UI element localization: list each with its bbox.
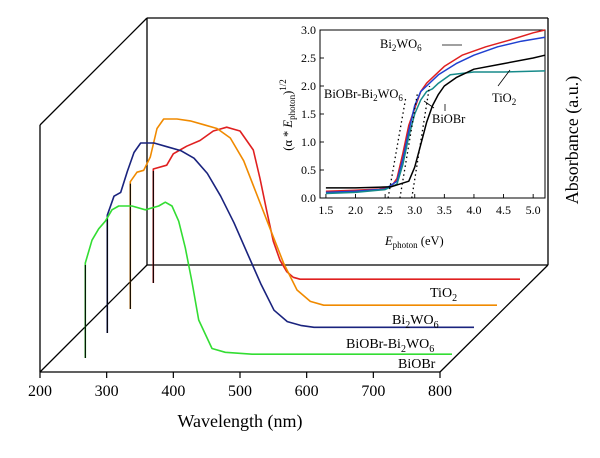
inset-y-tick-label: 1.5	[301, 107, 316, 121]
inset-y-tick-label: 2.5	[301, 51, 316, 65]
label-biobr: BiOBr	[398, 357, 436, 372]
inset-label-bi2wo6: Bi2WO6	[380, 37, 422, 53]
inset-label-tio2: TiO2	[492, 91, 516, 107]
x-axis-title: Wavelength (nm)	[177, 411, 302, 432]
x-ticks: 200 300 400 500 600 700 800	[28, 372, 452, 400]
series-traces	[84, 118, 520, 358]
series-trace-biobr-bi2wo6	[106, 142, 474, 333]
inset-label-biobr: BiOBr	[432, 112, 466, 126]
frame-3d	[39, 17, 549, 373]
series-trace-biobr	[84, 201, 452, 358]
inset-fit-line	[411, 85, 431, 199]
inset-y-title: (α * Ephoton)1/2	[278, 79, 297, 151]
x-tick-label: 400	[161, 383, 185, 400]
inset-frame	[319, 29, 546, 199]
inset-x-title: Ephoton (eV)	[384, 234, 444, 250]
inset-y-tick-label: 0.0	[301, 191, 316, 205]
frame-top-left-diag	[39, 17, 148, 126]
x-tick-label: 600	[295, 383, 319, 400]
frame-floor-right-diag	[439, 264, 549, 373]
y-axis-title: Absorbance (a.u.)	[562, 76, 583, 204]
inset-x-tick-label: 2.5	[378, 203, 393, 217]
inset-x-tick-label: 3.5	[437, 203, 452, 217]
x-tick-label: 700	[361, 383, 385, 400]
series-trace-tio2	[152, 126, 520, 283]
inset-y-tick-label: 0.5	[301, 163, 316, 177]
label-tio2: TiO2	[430, 286, 457, 304]
label-composite: BiOBr-Bi2WO6	[346, 337, 434, 355]
inset-y-tick-label: 3.0	[301, 23, 316, 37]
inset-x-tick-label: 4.0	[466, 203, 481, 217]
x-tick-label: 300	[95, 383, 119, 400]
inset-leader-tio2	[497, 69, 511, 87]
inset-label-composite: BiOBr-Bi2WO6	[324, 87, 403, 103]
x-tick-label: 500	[228, 383, 252, 400]
x-tick-label: 200	[28, 383, 52, 400]
inset-leader-composite	[423, 100, 435, 109]
inset-y-tick-label: 2.0	[301, 79, 316, 93]
inset-traces	[325, 29, 546, 199]
x-tick-label: 800	[428, 383, 452, 400]
inset-x-tick-label: 3.0	[407, 203, 422, 217]
inset-x-tick-label: 2.0	[348, 203, 363, 217]
inset-ticks: 1.5 2.0 2.5 3.0 3.5 4.0 4.5 5.0 0.0 0.5 1.0 1.5 2.0 2…	[301, 23, 541, 217]
inset-series-tio2	[325, 54, 546, 189]
label-bi2wo6: Bi2WO6	[392, 313, 439, 331]
inset-x-tick-label: 5.0	[526, 203, 541, 217]
inset-y-tick-label: 1.0	[301, 135, 316, 149]
series-trace-bi2wo6	[129, 118, 497, 309]
frame-floor-left-diag	[39, 264, 148, 373]
inset-x-tick-label: 4.5	[496, 203, 511, 217]
inset-panel: 1.5 2.0 2.5 3.0 3.5 4.0 4.5 5.0 0.0 0.5 1.0 1.5 2.0 2…	[278, 23, 546, 250]
inset-x-tick-label: 1.5	[318, 203, 333, 217]
